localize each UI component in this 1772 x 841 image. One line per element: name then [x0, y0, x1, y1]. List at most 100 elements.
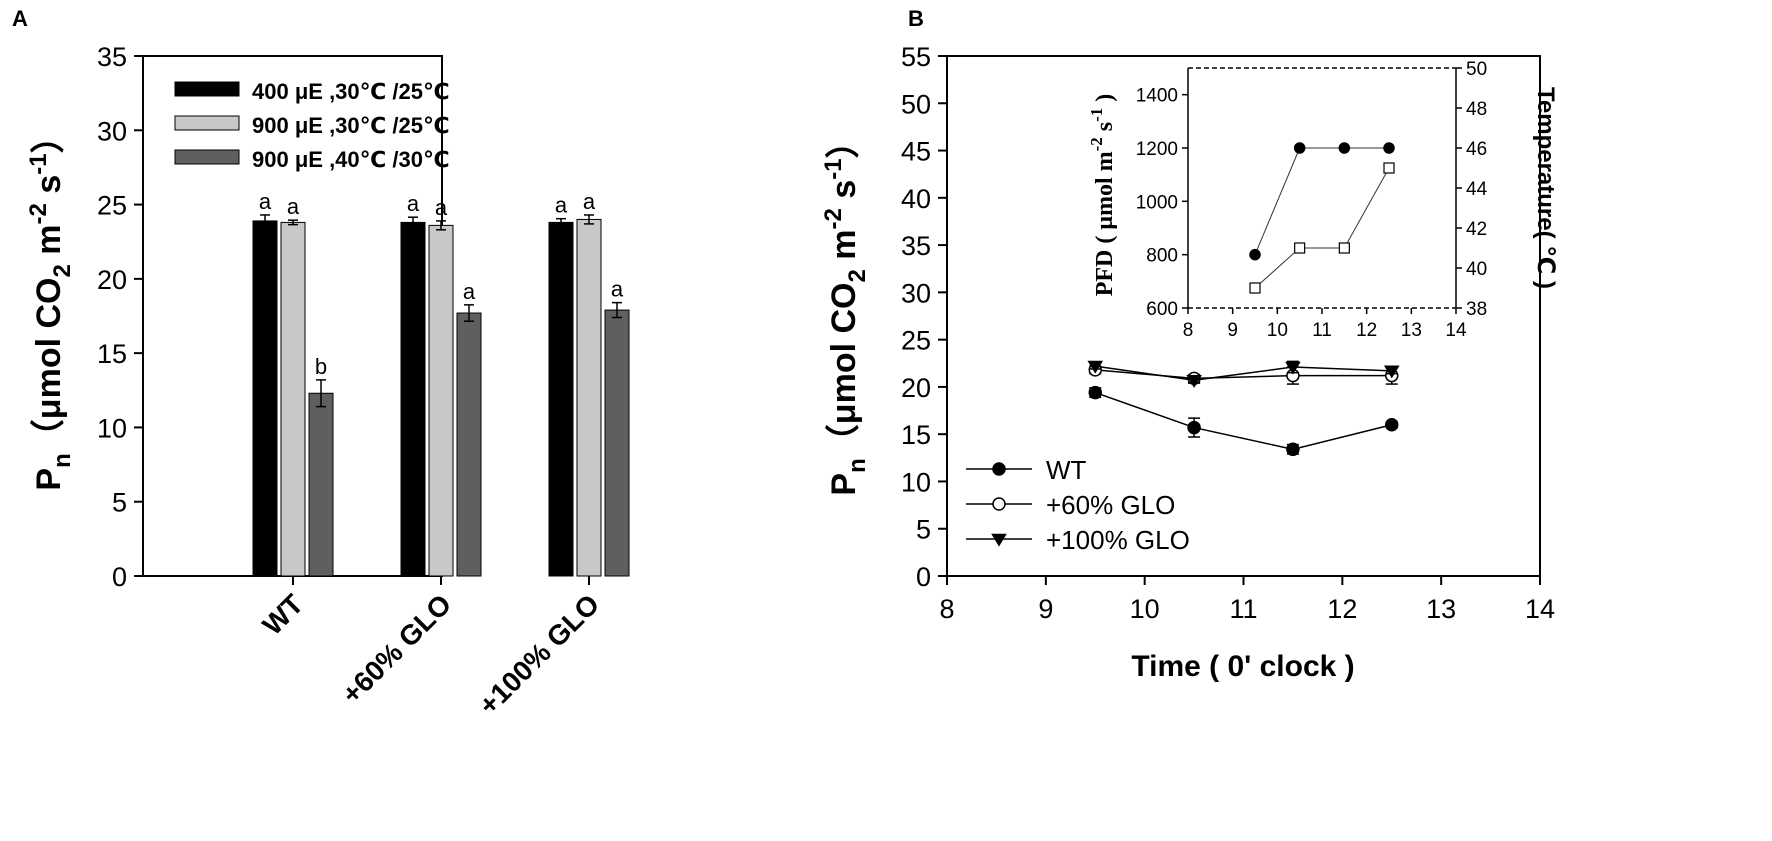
inset-ylabel-right: Temperature( ℃ ) [1532, 87, 1559, 289]
panel-a-y-tick-label: 20 [97, 265, 127, 295]
inset-right-tick-label: 38 [1466, 299, 1487, 320]
panel-a-bar [400, 221, 426, 577]
panel-b-ylabel-s: s [825, 180, 863, 208]
panel-b-y-tick-label: 20 [901, 373, 931, 403]
panel-a-ylabel-co2-sub: 2 [49, 264, 76, 277]
panel-b-data-point [1087, 360, 1104, 374]
svg-text:PFD ( μmol m-2 s-1 ): PFD ( μmol m-2 s-1 ) [1087, 94, 1118, 297]
panel-a-significance-letter: a [555, 193, 568, 218]
svg-text:Pn（μmol CO2 m-2 s-1）: Pn（μmol CO2 m-2 s-1） [25, 119, 76, 490]
inset-x-tick-label: 11 [1312, 320, 1332, 341]
inset-data-point [1383, 162, 1395, 174]
panel-b-y-tick-label: 30 [901, 278, 931, 308]
panel-b-series-line [1094, 391, 1392, 451]
inset-right-tick-label: 50 [1466, 59, 1487, 80]
inset-right-tick-label: 48 [1466, 99, 1487, 120]
panel-b-inset-chart: PFD ( μmol m-2 s-1 ) Temperature( ℃ ) PF… [1087, 59, 1559, 341]
panel-a-y-tick-label: 15 [97, 339, 127, 369]
panel-b-legend-label: +60% GLO [1046, 490, 1175, 520]
panel-a-bar [280, 221, 306, 577]
inset-right-tick-label: 44 [1466, 179, 1488, 200]
inset-right-tick-label: 40 [1466, 259, 1487, 280]
panel-b-ylabel-co2-sub: 2 [844, 269, 871, 282]
panel-a-ylabel-close: ） [29, 119, 68, 153]
panel-b-label: B [908, 6, 924, 31]
panel-a-label: A [12, 6, 28, 31]
panel-a-significance-letter: a [287, 194, 300, 219]
panel-a-legend-swatch [174, 149, 240, 165]
panel-b-y-tick-label: 35 [901, 231, 931, 261]
panel-a-y-tick-label: 5 [112, 488, 127, 518]
panel-a-chart: Pn（μmol CO2 m-2 s-1） 400 μE ,30℃ /25℃ 900… [25, 42, 630, 721]
panel-b-y-tick-label: 50 [901, 89, 931, 119]
panel-a-ylabel-p: P [30, 468, 68, 491]
inset-left-tick-label: 1000 [1136, 192, 1178, 213]
panel-b-data-point [1385, 417, 1399, 432]
panel-a-y-tick-label: 10 [97, 413, 127, 443]
panel-b-x-tick-label: 14 [1525, 594, 1555, 624]
panel-b-x-axis-title: Time ( 0' clock ) [1131, 650, 1354, 683]
inset-right-tick-label: 46 [1466, 139, 1487, 160]
panel-a-significance-letter: a [611, 277, 624, 302]
panel-a-bar [456, 312, 482, 577]
panel-b-legend: WT +60% GLO +100% GLO [966, 455, 1190, 555]
panel-a-bar [428, 224, 454, 577]
panel-a-y-tick-label: 25 [97, 191, 127, 221]
inset-ylabel-left-exp2: -1 [1087, 108, 1106, 122]
inset-left-axis-title: PFD ( μmol m-2 s-1 ) [1087, 94, 1118, 297]
inset-x-tick-label: 14 [1445, 320, 1467, 341]
panel-b-ylabel-close: ） [824, 124, 863, 158]
panel-a-ylabel-s-exp: -1 [25, 153, 52, 174]
panel-b-y-tick-label: 45 [901, 137, 931, 167]
inset-left-tick-label: 800 [1146, 246, 1178, 267]
panel-b-ylabel-m: m [825, 229, 863, 269]
panel-b-ylabel-n: n [844, 458, 871, 473]
panel-a-legend-swatch [174, 81, 240, 97]
panel-b-legend-marker [992, 462, 1006, 476]
inset-ylabel-left-close: ) [1092, 94, 1118, 108]
panel-b-chart: Pn（μmol CO2 m-2 s-1） Time ( 0' clock ) W… [820, 42, 1555, 683]
panel-b-x-tick-label: 11 [1229, 594, 1257, 624]
panel-b-y-tick-label: 25 [901, 326, 931, 356]
svg-text:Pn（μmol CO2 m-2 s-1）: Pn（μmol CO2 m-2 s-1） [820, 124, 871, 495]
inset-data-point [1294, 242, 1306, 254]
panel-a-legend-label: 400 μE ,30℃ /25℃ [252, 79, 450, 104]
panel-a-ylabel-s: s [30, 175, 68, 203]
panel-b-data-point [1383, 365, 1400, 379]
panel-a-bar [308, 392, 334, 577]
inset-data-point [1338, 142, 1351, 154]
inset-ylabel-left-main: PFD ( μmol m [1092, 151, 1118, 296]
inset-x-tick-label: 10 [1267, 320, 1288, 341]
inset-data-point [1338, 242, 1350, 254]
inset-left-tick-label: 600 [1146, 299, 1178, 320]
inset-right-axis-title: Temperature( ℃ ) [1532, 87, 1559, 289]
panel-a-y-tick-label: 0 [112, 562, 127, 592]
inset-x-tick-label: 9 [1227, 320, 1238, 341]
panel-b-x-tick-label: 10 [1130, 594, 1160, 624]
panel-a-bar [604, 309, 630, 577]
panel-b-ylabel-s-exp: -1 [820, 158, 847, 179]
panel-a-x-tick-label: WT [257, 588, 310, 641]
panel-a-legend-label: 900 μE ,40℃ /30℃ [252, 147, 450, 172]
panel-b-x-tick-label: 13 [1426, 594, 1456, 624]
panel-b-x-tick-label: 9 [1038, 594, 1053, 624]
panel-a-y-axis-title: Pn（μmol CO2 m-2 s-1） [25, 119, 76, 490]
inset-x-tick-label: 13 [1401, 320, 1422, 341]
panel-a-y-tick-label: 30 [97, 116, 127, 146]
panel-b-ylabel-m-exp: -2 [820, 208, 847, 229]
panel-b-legend-label: +100% GLO [1046, 525, 1190, 555]
panel-b-data-point [1286, 442, 1300, 457]
inset-data-point [1249, 282, 1261, 294]
panel-a-bar [252, 220, 278, 577]
panel-a-x-tick-label: +100% GLO [473, 588, 606, 721]
inset-data-point [1383, 142, 1395, 154]
inset-series-line [1254, 167, 1390, 289]
panel-a-significance-letter: a [583, 189, 596, 214]
inset-x-tick-label: 8 [1183, 320, 1194, 341]
panel-b-series-line [1095, 365, 1392, 382]
panel-a-bar [548, 221, 574, 577]
panel-a-significance-letter: a [435, 195, 448, 220]
panel-b-legend-label: WT [1046, 455, 1087, 485]
panel-b-data-point [1285, 361, 1301, 375]
panel-a-legend: 400 μE ,30℃ /25℃ 900 μE ,30℃ /25℃ 900 μE ,… [174, 79, 450, 172]
